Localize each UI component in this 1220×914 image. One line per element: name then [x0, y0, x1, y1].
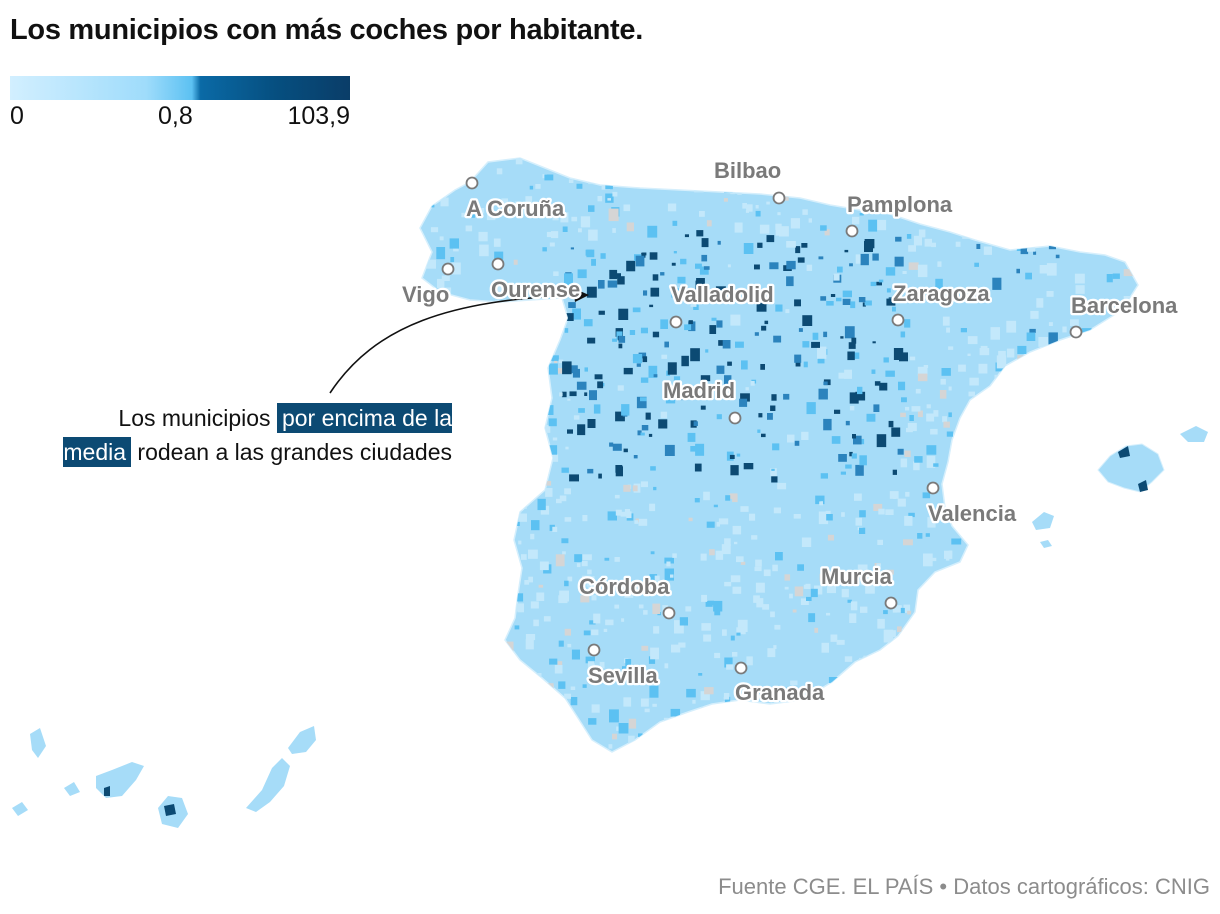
city-label-a-coruna: A Coruña: [466, 196, 565, 221]
mainland-spain: [419, 157, 1139, 753]
mallorca-dark-2: [1138, 480, 1148, 492]
city-label-bilbao: Bilbao: [714, 158, 781, 183]
annotation-text-after: rodean a las grandes ciudades: [131, 439, 452, 465]
color-legend: 0 0,8 103,9: [10, 76, 350, 130]
city-label-pamplona: Pamplona: [847, 192, 953, 217]
legend-color-ramp: [10, 76, 350, 100]
el-hierro-island: [12, 802, 28, 816]
city-marker-ourense: [491, 257, 505, 271]
city-marker-bilbao: [772, 191, 786, 205]
city-marker-cordoba: [662, 606, 676, 620]
title-period: .: [635, 14, 643, 46]
legend-mid-label: 0,8: [158, 102, 193, 130]
annotation-arrowhead: [573, 288, 589, 302]
city-label-valladolid: Valladolid: [671, 282, 774, 307]
la-gomera-island: [64, 782, 80, 796]
city-label-valencia: Valencia: [928, 501, 1017, 526]
city-marker-sevilla: [587, 643, 601, 657]
city-label-madrid: Madrid: [663, 378, 735, 403]
chart-title: Los municipios con más coches por habita…: [10, 14, 643, 46]
city-label-sevilla: Sevilla: [588, 663, 658, 688]
annotation-text-before: Los municipios: [118, 405, 277, 431]
city-marker-granada: [734, 661, 748, 675]
tenerife-island: [96, 762, 144, 798]
city-label-vigo: Vigo: [402, 282, 449, 307]
lanzarote-island: [288, 726, 316, 754]
city-label-cordoba: Córdoba: [579, 574, 670, 599]
legend-labels: 0 0,8 103,9: [10, 100, 350, 130]
source-credit: Fuente CGE. EL PAÍS • Datos cartográfico…: [718, 874, 1210, 899]
annotation-arrow: [329, 294, 578, 394]
city-label-zaragoza: Zaragoza: [893, 281, 990, 306]
city-label-barcelona: Barcelona: [1071, 293, 1178, 318]
city-marker-murcia: [884, 596, 898, 610]
city-marker-zaragoza: [891, 313, 905, 327]
la-palma-island: [30, 728, 46, 758]
mallorca-island: [1097, 443, 1165, 493]
city-marker-a-coruna: [465, 176, 479, 190]
city-label-granada: Granada: [735, 680, 825, 705]
city-label-murcia: Murcia: [821, 564, 893, 589]
city-marker-pamplona: [845, 224, 859, 238]
city-markers: A Coruña Bilbao Pamplona Vigo Ourense Vallado…: [400, 156, 1181, 708]
city-marker-vigo: [441, 262, 455, 276]
city-marker-valencia: [926, 481, 940, 495]
tenerife-dark: [104, 786, 110, 796]
city-marker-madrid: [728, 411, 742, 425]
gran-canaria-dark: [164, 804, 176, 816]
annotation: Los municipios por encima de la media ro…: [60, 401, 452, 469]
formentera-island: [1040, 540, 1052, 548]
fuerteventura-island: [246, 758, 290, 812]
city-marker-barcelona: [1069, 325, 1083, 339]
mallorca-dark-1: [1118, 446, 1130, 458]
menorca-island: [1180, 426, 1208, 442]
city-label-ourense: Ourense: [491, 277, 580, 302]
city-marker-valladolid: [669, 315, 683, 329]
legend-max-label: 103,9: [287, 102, 350, 130]
ibiza-island: [1032, 512, 1054, 530]
legend-min-label: 0: [10, 102, 24, 130]
